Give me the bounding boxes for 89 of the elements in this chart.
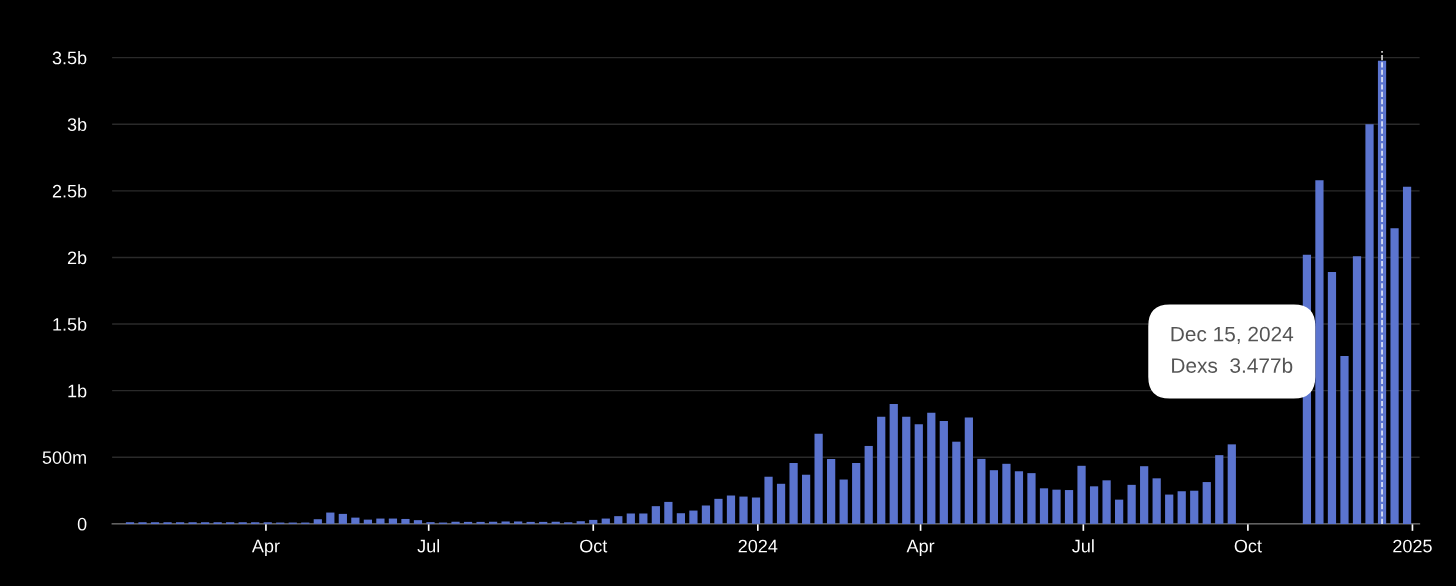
bar <box>413 520 423 524</box>
x-tick-label: Oct <box>1234 539 1262 553</box>
bar <box>1140 466 1149 524</box>
bar <box>1115 499 1124 524</box>
bar <box>839 479 848 524</box>
bar <box>676 513 686 524</box>
bar <box>1102 480 1111 524</box>
y-tick-label: 2.5b <box>52 184 87 198</box>
bar <box>1127 484 1136 524</box>
y-tick-label: 1b <box>68 384 87 398</box>
bar <box>726 495 736 524</box>
bar <box>614 516 623 524</box>
bar <box>1089 486 1099 524</box>
x-tick-label: Apr <box>251 539 280 556</box>
y-tick-label: 3.5b <box>52 51 87 65</box>
bar <box>1002 463 1011 524</box>
x-tick-label: Jul <box>1072 539 1094 553</box>
bar <box>1365 124 1374 524</box>
bar <box>1390 228 1399 524</box>
bar <box>1340 356 1349 524</box>
bar <box>401 518 410 524</box>
bar <box>1202 482 1211 524</box>
y-tick-label: 3b <box>67 117 87 131</box>
bar <box>451 521 460 524</box>
bar <box>914 424 923 524</box>
bar <box>701 505 711 524</box>
bar <box>764 476 773 524</box>
x-tick-label: 2025 <box>1393 539 1432 553</box>
bar <box>576 521 585 524</box>
bar <box>789 463 798 524</box>
bar <box>1352 256 1362 524</box>
bar <box>1165 494 1174 524</box>
annotation: Dec 15, 2024 Dexs 3.477b <box>1171 326 1294 373</box>
bar <box>351 517 360 524</box>
bar <box>1039 488 1049 524</box>
bar <box>514 521 523 524</box>
bar <box>363 519 372 524</box>
bar <box>964 417 973 524</box>
y-tick-label: 500m <box>42 451 86 464</box>
bar <box>1227 444 1236 524</box>
bar <box>1215 455 1224 524</box>
y-tick-label: 0 <box>77 517 87 531</box>
y-tick-label: 1.5b <box>53 317 87 331</box>
bar <box>376 518 385 524</box>
bar <box>801 474 811 524</box>
bar <box>313 519 322 524</box>
bar <box>776 483 786 524</box>
bar <box>814 433 823 524</box>
bar <box>902 416 911 524</box>
x-tick-label: Apr <box>906 539 935 556</box>
bar <box>1014 471 1024 524</box>
bar <box>338 513 347 524</box>
bar <box>1190 490 1199 524</box>
bar <box>864 445 873 524</box>
bar <box>1027 473 1036 524</box>
x-tick-label: 2024 <box>738 539 778 553</box>
bar <box>639 513 648 524</box>
bar <box>601 518 610 524</box>
bar <box>589 519 598 524</box>
bar <box>1077 465 1086 524</box>
bar <box>626 513 635 524</box>
bar <box>739 496 748 524</box>
bar <box>326 512 335 524</box>
bar <box>1052 489 1061 524</box>
bar <box>852 463 861 524</box>
bar <box>877 416 886 524</box>
bar <box>1064 490 1074 524</box>
bar <box>977 458 986 524</box>
bar <box>1152 478 1161 524</box>
bar <box>989 470 999 524</box>
bar <box>664 501 673 524</box>
bar <box>927 412 936 524</box>
bar <box>388 518 398 524</box>
bar <box>714 498 723 524</box>
bar <box>827 459 836 524</box>
bar <box>939 421 948 524</box>
bar <box>689 510 698 524</box>
y-tick-label: 2b <box>67 250 87 265</box>
x-tick-label: Jul <box>417 539 440 553</box>
bar <box>1327 272 1337 524</box>
bar <box>889 403 898 524</box>
bar <box>1402 186 1412 524</box>
bar <box>1315 180 1324 524</box>
bar <box>651 506 660 524</box>
bar <box>952 441 961 524</box>
bar <box>501 521 510 524</box>
bar <box>751 497 761 524</box>
x-tick-label: Oct <box>580 539 608 553</box>
bar <box>1177 491 1186 524</box>
